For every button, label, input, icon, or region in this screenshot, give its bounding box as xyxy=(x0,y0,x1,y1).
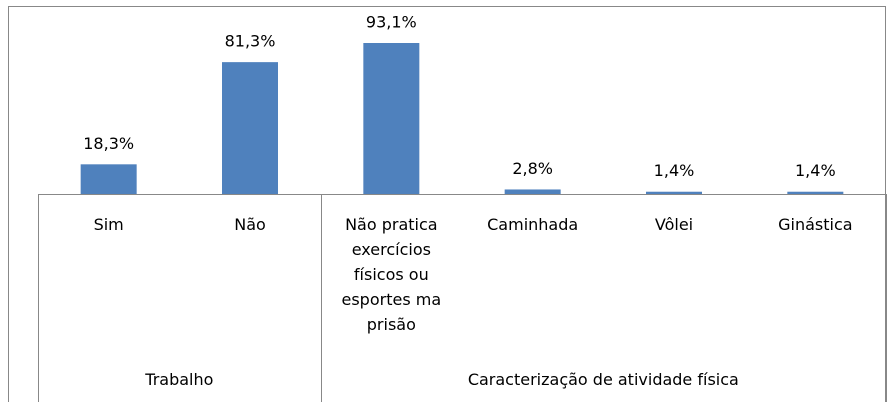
data-label: 18,3% xyxy=(83,134,134,153)
frame xyxy=(8,6,886,402)
bar xyxy=(222,62,278,194)
bar xyxy=(363,43,420,194)
data-label: 1,4% xyxy=(654,161,695,180)
group-label: Trabalho xyxy=(145,370,214,389)
data-label: 1,4% xyxy=(795,161,836,180)
bar xyxy=(80,164,137,194)
data-label: 93,1% xyxy=(366,13,417,32)
data-label: 2,8% xyxy=(512,159,553,178)
bar xyxy=(646,191,702,194)
x-tick-label: Não pratica exercícios físicos ou esport… xyxy=(341,215,442,334)
bar xyxy=(787,191,844,194)
data-label: 81,3% xyxy=(225,32,276,51)
x-tick-label: Caminhada xyxy=(487,215,579,234)
x-tick-label: Sim xyxy=(93,215,124,234)
x-tick-label: Ginástica xyxy=(778,215,853,234)
bar xyxy=(504,189,561,194)
x-tick-label: Não xyxy=(234,215,266,234)
x-tick-label: Vôlei xyxy=(654,215,694,234)
group-label: Caracterização de atividade física xyxy=(467,370,739,389)
